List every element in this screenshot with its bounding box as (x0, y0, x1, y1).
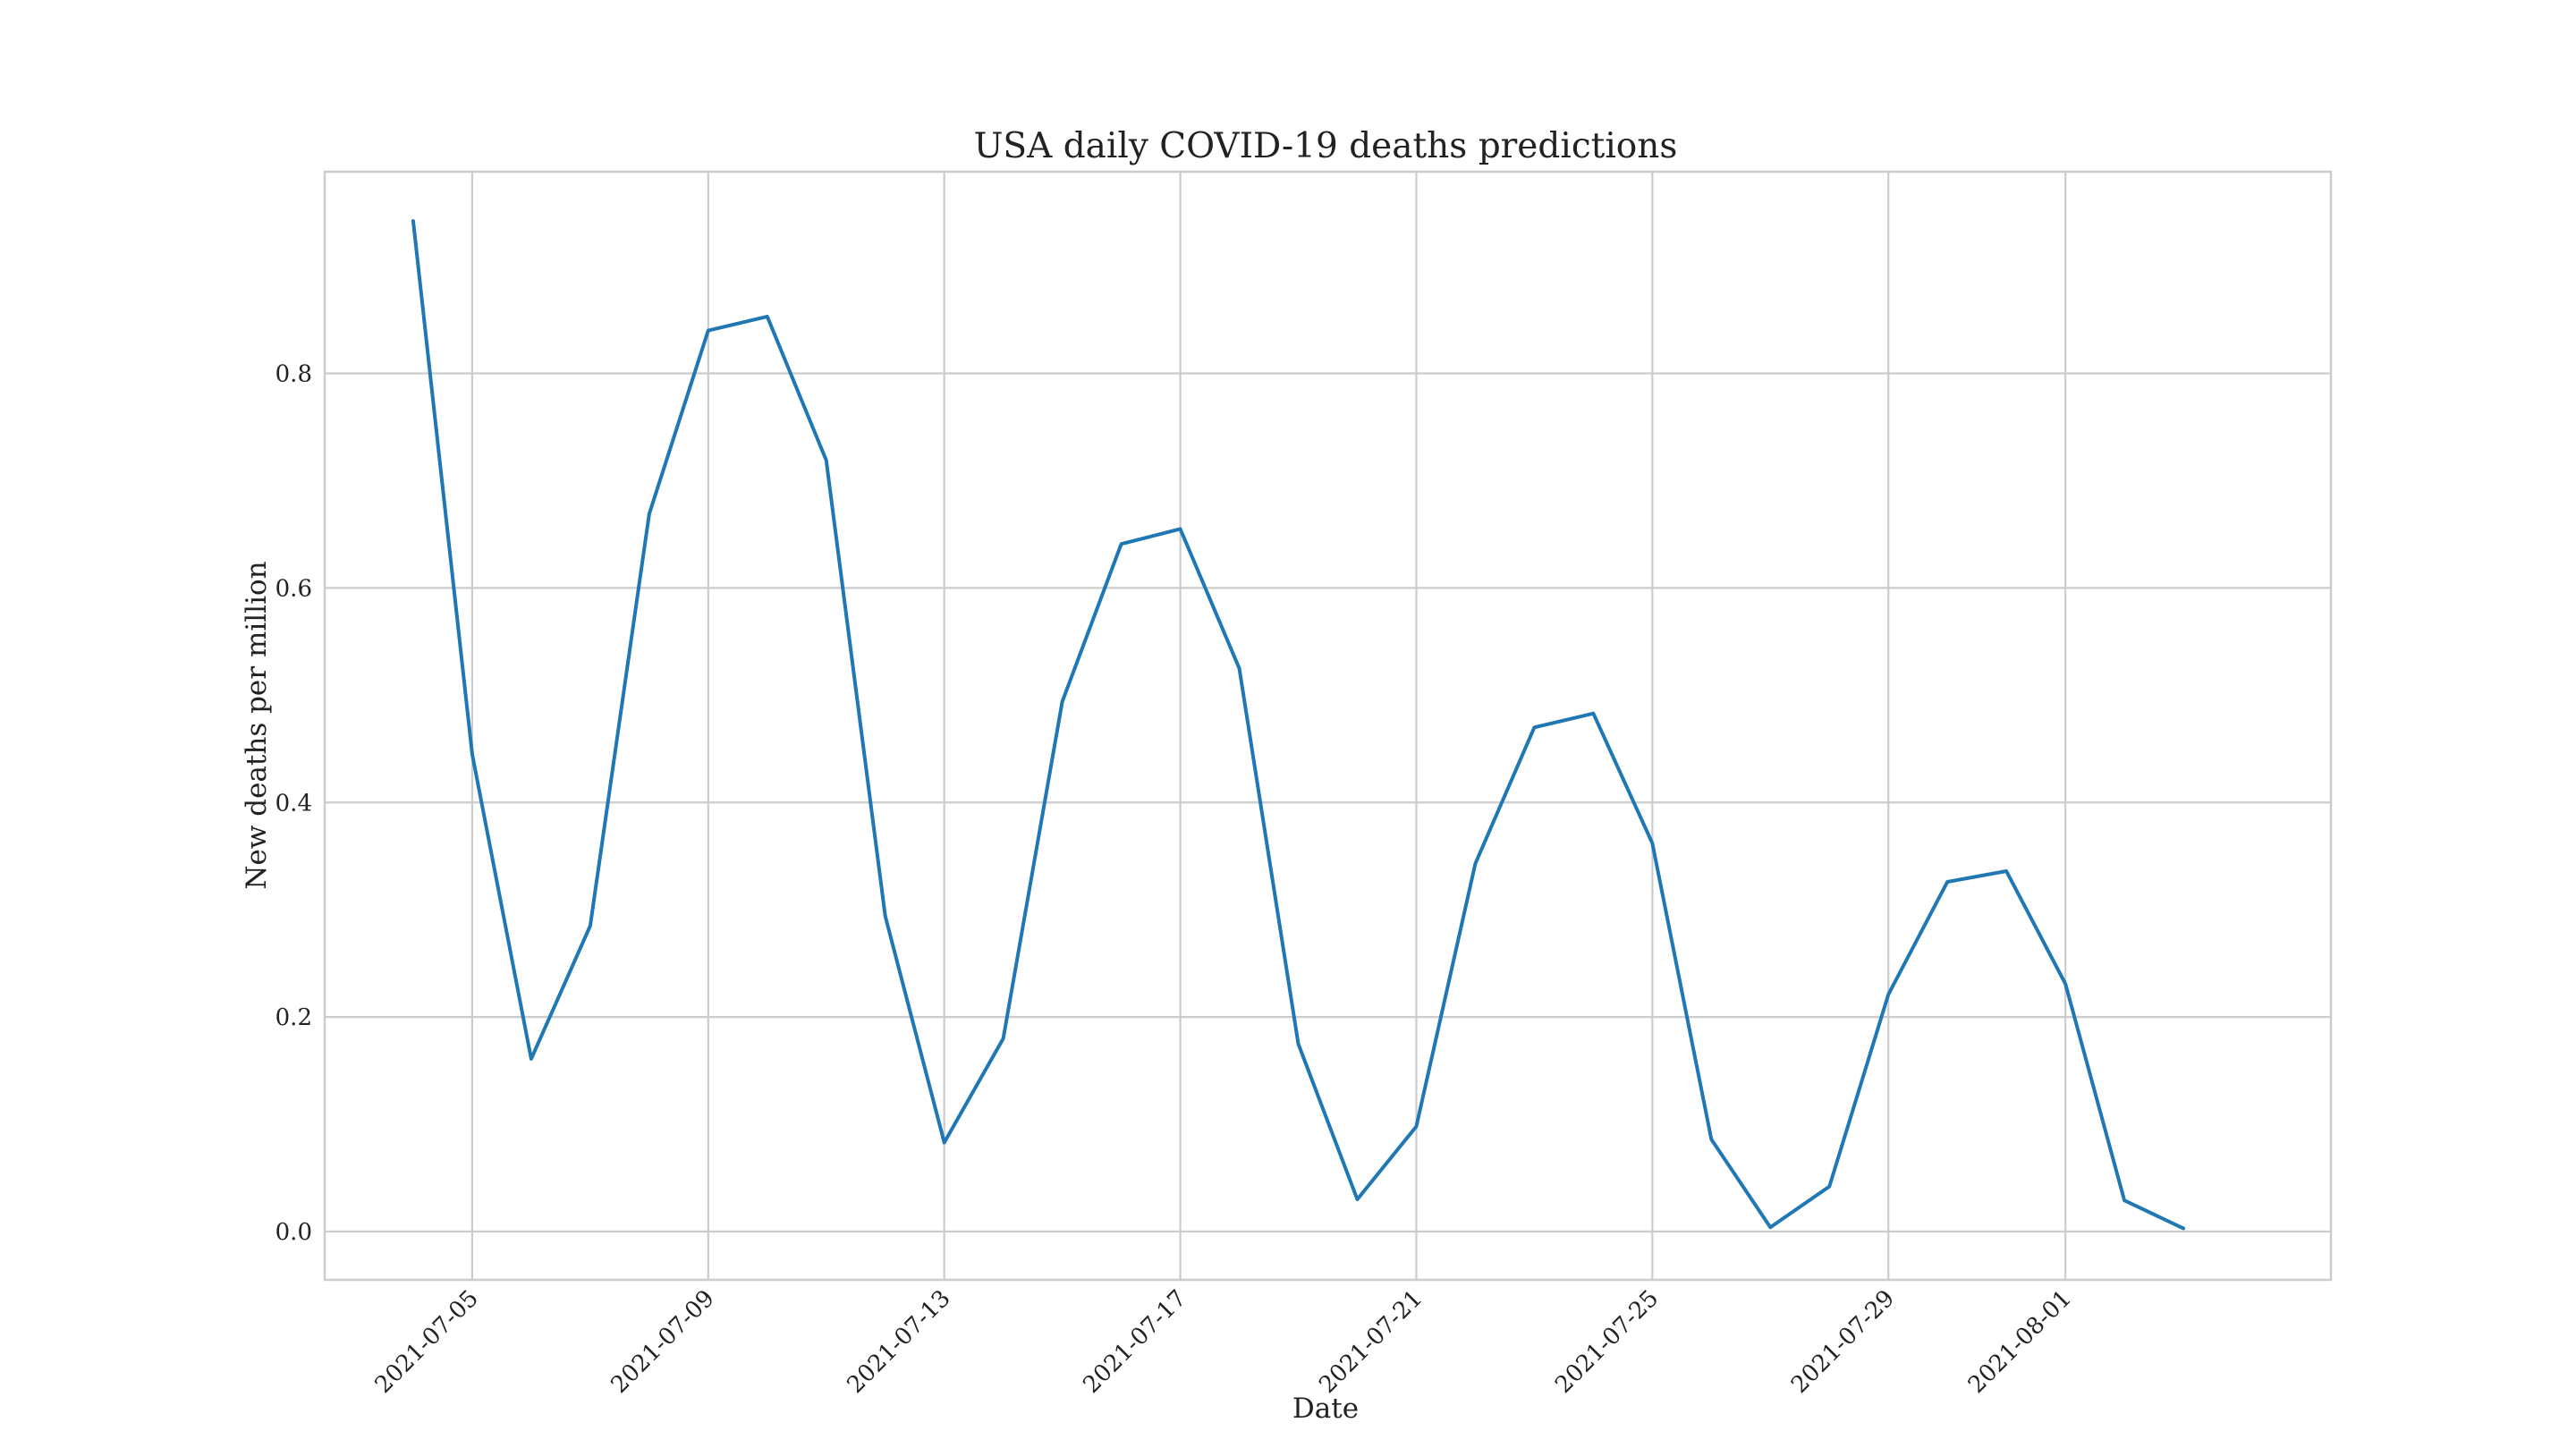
chart-title: USA daily COVID-19 deaths predictions (974, 126, 1678, 166)
plot-frame (323, 170, 2333, 1282)
y-tick-label: 0.2 (275, 1004, 312, 1031)
grid (325, 172, 2331, 1280)
series-line (411, 219, 2186, 1231)
y-axis-label: New deaths per million (241, 561, 273, 889)
y-tick-labels: 0.0 0.2 0.4 0.6 0.8 (275, 360, 312, 1246)
series-layer (411, 219, 2186, 1231)
y-tick-label: 0.4 (275, 790, 312, 817)
y-tick-label: 0.0 (275, 1219, 312, 1246)
y-tick-label: 0.8 (275, 360, 312, 387)
y-tick-label: 0.6 (275, 575, 312, 602)
x-axis-label: Date (1292, 1393, 1359, 1425)
